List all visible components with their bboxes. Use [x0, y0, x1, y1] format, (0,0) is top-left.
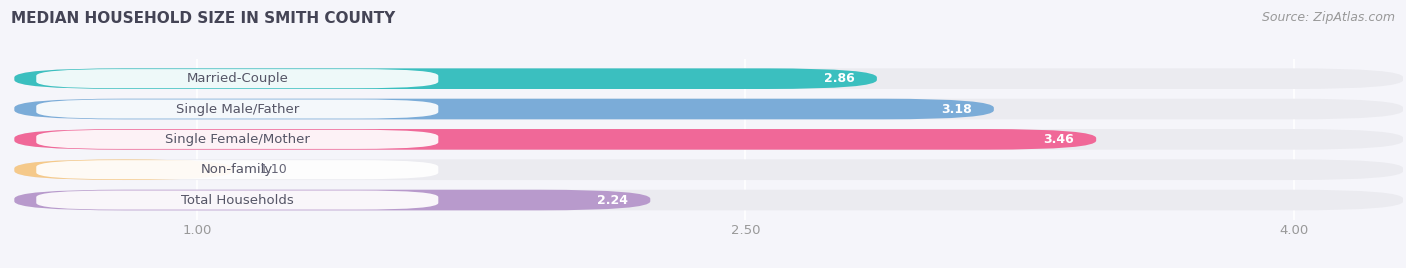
Text: 1.10: 1.10 [259, 163, 287, 176]
FancyBboxPatch shape [37, 99, 439, 118]
Text: Single Female/Mother: Single Female/Mother [165, 133, 309, 146]
Text: Non-family: Non-family [201, 163, 273, 176]
FancyBboxPatch shape [14, 68, 1403, 89]
Text: MEDIAN HOUSEHOLD SIZE IN SMITH COUNTY: MEDIAN HOUSEHOLD SIZE IN SMITH COUNTY [11, 11, 395, 26]
Text: 3.18: 3.18 [941, 103, 972, 116]
FancyBboxPatch shape [14, 159, 1403, 180]
FancyBboxPatch shape [14, 68, 877, 89]
FancyBboxPatch shape [14, 129, 1403, 150]
FancyBboxPatch shape [37, 69, 439, 88]
FancyBboxPatch shape [14, 159, 233, 180]
Text: Married-Couple: Married-Couple [187, 72, 288, 85]
FancyBboxPatch shape [14, 190, 1403, 210]
Text: Single Male/Father: Single Male/Father [176, 103, 299, 116]
FancyBboxPatch shape [14, 129, 1097, 150]
FancyBboxPatch shape [37, 191, 439, 210]
FancyBboxPatch shape [14, 190, 651, 210]
Text: Total Households: Total Households [181, 193, 294, 207]
Text: 2.24: 2.24 [598, 193, 628, 207]
FancyBboxPatch shape [14, 99, 994, 119]
FancyBboxPatch shape [37, 160, 439, 179]
Text: Source: ZipAtlas.com: Source: ZipAtlas.com [1261, 11, 1395, 24]
Text: 2.86: 2.86 [824, 72, 855, 85]
Text: 3.46: 3.46 [1043, 133, 1074, 146]
FancyBboxPatch shape [37, 130, 439, 149]
FancyBboxPatch shape [14, 99, 1403, 119]
